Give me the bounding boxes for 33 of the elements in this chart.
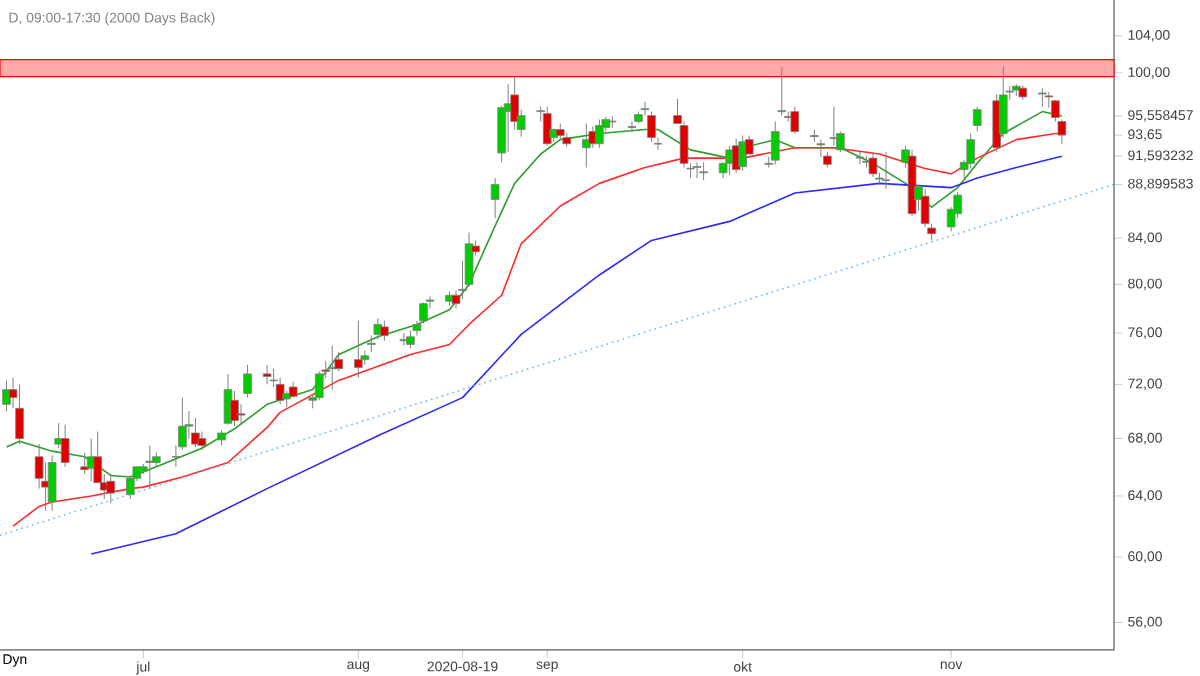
candlestick bbox=[223, 373, 233, 426]
candlestick bbox=[47, 454, 57, 512]
candlestick bbox=[595, 119, 604, 149]
candlestick bbox=[777, 66, 787, 117]
candlestick bbox=[15, 383, 24, 445]
candlestick bbox=[275, 377, 285, 405]
candlestick bbox=[738, 135, 747, 172]
candlestick bbox=[60, 424, 70, 468]
candlestick bbox=[380, 320, 389, 342]
candlestick bbox=[125, 474, 135, 500]
candlestick bbox=[236, 403, 246, 426]
candlestick bbox=[653, 137, 663, 151]
candlestick bbox=[855, 151, 865, 165]
candlestick bbox=[920, 188, 930, 228]
candlestick bbox=[790, 106, 800, 135]
candlestick bbox=[106, 473, 116, 504]
candlestick bbox=[419, 301, 428, 324]
candlestick bbox=[966, 133, 975, 170]
candlestick bbox=[770, 121, 780, 165]
candlestick bbox=[816, 139, 826, 158]
candlestick bbox=[230, 390, 239, 427]
candlestick bbox=[262, 364, 272, 385]
candlestick bbox=[972, 106, 982, 133]
candlestick bbox=[243, 364, 252, 399]
candlestick bbox=[1038, 87, 1047, 108]
candlestick bbox=[354, 320, 363, 379]
line-series bbox=[90, 155, 1063, 555]
candlestick bbox=[627, 121, 637, 133]
candlestick bbox=[829, 106, 839, 147]
candlestick bbox=[490, 177, 500, 219]
candlestick bbox=[191, 417, 200, 448]
candlestick bbox=[692, 161, 702, 179]
candlestick bbox=[868, 151, 878, 178]
